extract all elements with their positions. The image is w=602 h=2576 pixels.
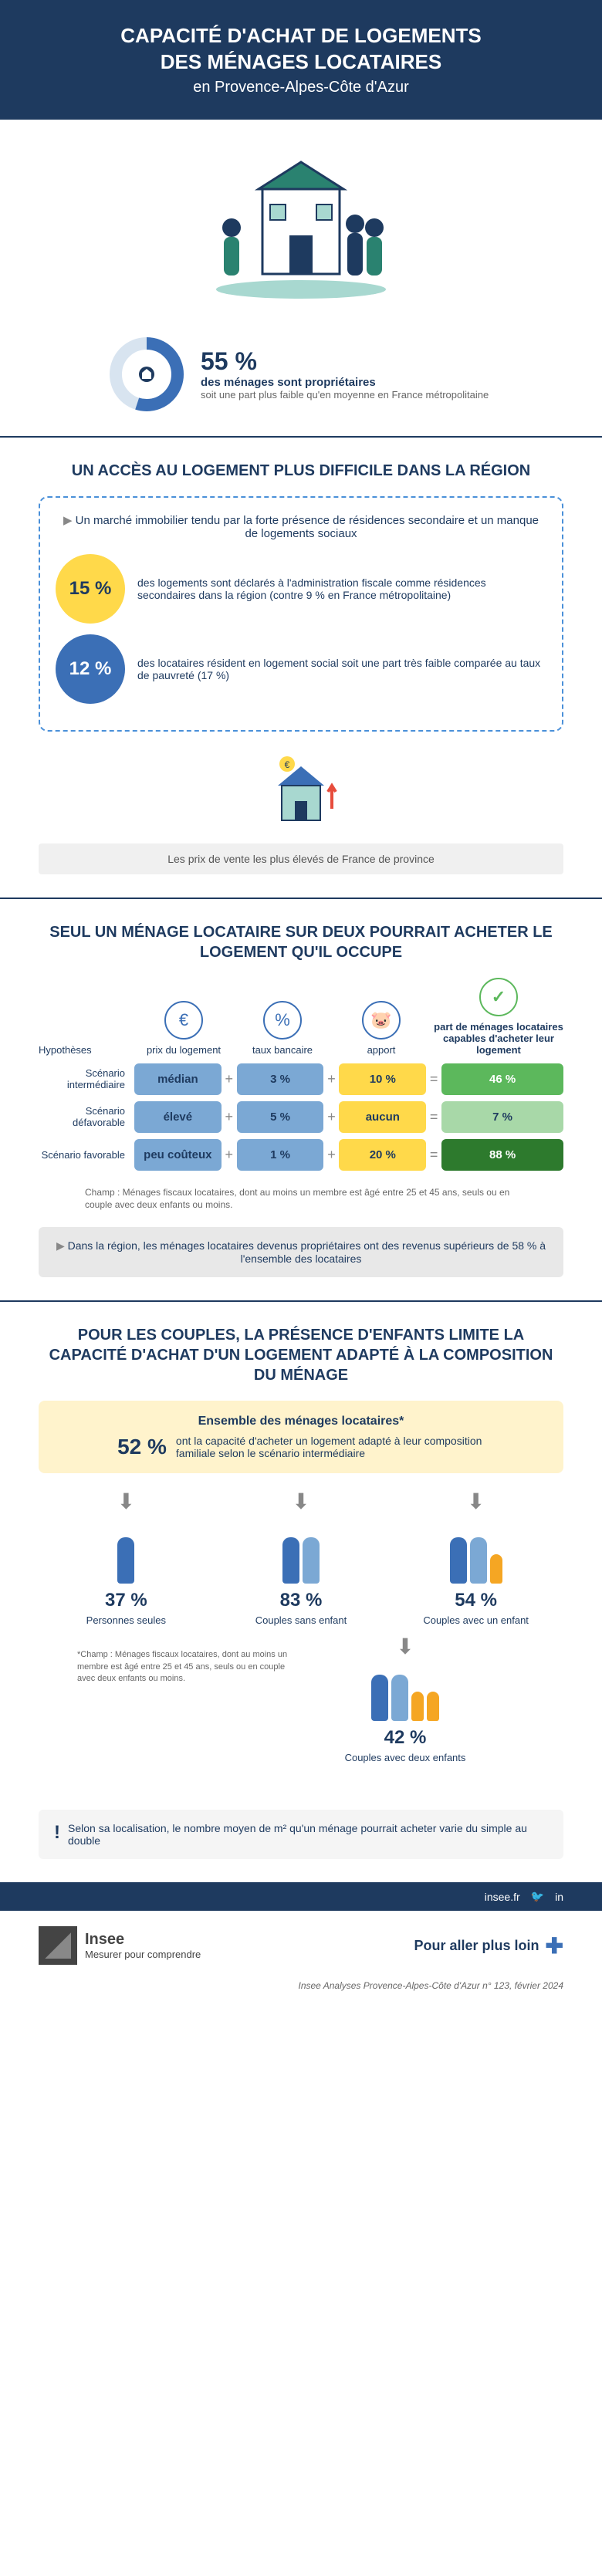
pill-apport: 10 %	[339, 1063, 426, 1095]
title-line2: DES MÉNAGES LOCATAIRES	[15, 49, 587, 76]
extra-pct: 42 %	[336, 1727, 475, 1749]
extra-label: Couples avec deux enfants	[336, 1752, 475, 1763]
family-cell-extra: 42 % Couples avec deux enfants	[336, 1659, 475, 1763]
site-link[interactable]: insee.fr	[485, 1891, 520, 1903]
pill-prix: médian	[134, 1063, 222, 1095]
fam-label: Personnes seules	[56, 1614, 195, 1626]
euro-icon: €	[164, 1001, 203, 1040]
family-icon	[56, 1522, 195, 1584]
owner-stat: 55 % des ménages sont propriétaires soit…	[39, 336, 563, 413]
hyp-label: Hypothèses	[39, 1044, 131, 1056]
house-check-icon: ✓	[479, 978, 518, 1016]
owner-pct: 55 %	[201, 347, 494, 376]
arrow-down-icon: ⬇	[292, 1489, 309, 1514]
box-text: ont la capacité d'acheter un logement ad…	[176, 1435, 485, 1459]
scenario-row: Scénario favorable peu coûteux+ 1 %+ 20 …	[39, 1139, 563, 1171]
source-line: Insee Analyses Provence-Alpes-Côte d'Azu…	[0, 1980, 602, 2014]
champ-note: Champ : Ménages fiscaux locataires, dont…	[85, 1186, 517, 1212]
footer-bottom: InseeMesurer pour comprendre Pour aller …	[0, 1911, 602, 1980]
plus-icon: ✚	[546, 1933, 563, 1959]
title-line1: CAPACITÉ D'ACHAT DE LOGEMENTS	[15, 23, 587, 49]
linkedin-icon[interactable]: in	[555, 1891, 563, 1903]
pill-apport: aucun	[339, 1101, 426, 1133]
fam-label: Couples sans enfant	[232, 1614, 370, 1626]
stat-residences-secondaires: 15 % des logements sont déclarés à l'adm…	[56, 554, 546, 624]
box-pct: 52 %	[117, 1435, 167, 1459]
hero-illustration	[39, 158, 563, 313]
owner-line2: soit une part plus faible qu'en moyenne …	[201, 389, 494, 401]
champ-note-2: *Champ : Ménages fiscaux locataires, don…	[77, 1649, 293, 1685]
scenario-label: Scénario favorable	[39, 1149, 131, 1161]
exclaim-icon: !	[54, 1822, 60, 1847]
header: CAPACITÉ D'ACHAT DE LOGEMENTS DES MÉNAGE…	[0, 0, 602, 120]
stat1-text: des logements sont déclarés à l'administ…	[137, 576, 546, 601]
col-apport: 🐷apport	[335, 1001, 428, 1056]
family-grid: 37 % Personnes seules 83 % Couples sans …	[39, 1522, 563, 1626]
stat2-pct: 12 %	[56, 634, 125, 704]
box-head: Ensemble des ménages locataires*	[52, 1415, 550, 1428]
donut-chart	[108, 336, 185, 413]
arrow-down-icon: ⬇	[117, 1489, 135, 1514]
family-icon	[407, 1522, 546, 1584]
pill-result: 46 %	[441, 1063, 563, 1095]
arrow-down-icon: ⬇	[293, 1634, 517, 1659]
percent-icon: %	[263, 1001, 302, 1040]
sec3-title: SEUL UN MÉNAGE LOCATAIRE SUR DEUX POURRA…	[39, 922, 563, 962]
scenario-row: Scénario défavorable élevé+ 5 %+ aucun= …	[39, 1101, 563, 1133]
scenario-table: Hypothèses €prix du logement %taux banca…	[39, 978, 563, 1171]
localisation-note: ! Selon sa localisation, le nombre moyen…	[39, 1810, 563, 1859]
col-prix: €prix du logement	[137, 1001, 230, 1056]
arrow-down-icon: ⬇	[467, 1489, 485, 1514]
stat2-text: des locataires résident en logement soci…	[137, 657, 546, 681]
dashed-box: Un marché immobilier tendu par la forte …	[39, 496, 563, 732]
twitter-icon[interactable]: 🐦	[531, 1890, 544, 1903]
subtitle: en Provence-Alpes-Côte d'Azur	[15, 79, 587, 96]
pill-result: 88 %	[441, 1139, 563, 1171]
price-caption: Les prix de vente les plus élevés de Fra…	[39, 843, 563, 874]
house-price-icon: €	[39, 755, 563, 836]
fam-pct: 37 %	[56, 1590, 195, 1611]
col-taux: %taux bancaire	[236, 1001, 329, 1056]
ensemble-box: Ensemble des ménages locataires* 52 % on…	[39, 1401, 563, 1473]
arrows-row: ⬇ ⬇ ⬇	[39, 1489, 563, 1514]
revenue-note: Dans la région, les ménages locataires d…	[39, 1227, 563, 1277]
insee-logo: InseeMesurer pour comprendre	[39, 1926, 201, 1965]
pill-apport: 20 %	[339, 1139, 426, 1171]
section-intro: 55 % des ménages sont propriétaires soit…	[0, 120, 602, 438]
pill-taux: 1 %	[237, 1139, 324, 1171]
fam-pct: 54 %	[407, 1590, 546, 1611]
piggybank-icon: 🐷	[362, 1001, 401, 1040]
family-cell: 37 % Personnes seules	[56, 1522, 195, 1626]
stat1-pct: 15 %	[56, 554, 125, 624]
family-icon	[232, 1522, 370, 1584]
col-result: ✓part de ménages locataires capables d'a…	[434, 978, 563, 1056]
pill-result: 7 %	[441, 1101, 563, 1133]
section-scenarios: SEUL UN MÉNAGE LOCATAIRE SUR DEUX POURRA…	[0, 899, 602, 1303]
sec4-title: POUR LES COUPLES, LA PRÉSENCE D'ENFANTS …	[39, 1325, 563, 1385]
svg-text:€: €	[285, 759, 290, 770]
fam-pct: 83 %	[232, 1590, 370, 1611]
sec2-intro: Un marché immobilier tendu par la forte …	[56, 513, 546, 540]
stat-logement-social: 12 % des locataires résident en logement…	[56, 634, 546, 704]
scenario-label: Scénario intermédiaire	[39, 1067, 131, 1090]
loc-text: Selon sa localisation, le nombre moyen d…	[68, 1822, 548, 1847]
section-access: UN ACCÈS AU LOGEMENT PLUS DIFFICILE DANS…	[0, 438, 602, 899]
scenario-row: Scénario intermédiaire médian+ 3 %+ 10 %…	[39, 1063, 563, 1095]
pill-prix: élevé	[134, 1101, 222, 1133]
family-cell: 83 % Couples sans enfant	[232, 1522, 370, 1626]
more-link[interactable]: Pour aller plus loin✚	[414, 1933, 564, 1959]
pill-taux: 5 %	[237, 1101, 324, 1133]
scenario-label: Scénario défavorable	[39, 1105, 131, 1128]
sec2-title: UN ACCÈS AU LOGEMENT PLUS DIFFICILE DANS…	[39, 461, 563, 481]
family-cell: 54 % Couples avec un enfant	[407, 1522, 546, 1626]
fam-label: Couples avec un enfant	[407, 1614, 546, 1626]
footer-bar: insee.fr 🐦 in	[0, 1882, 602, 1911]
section-families: POUR LES COUPLES, LA PRÉSENCE D'ENFANTS …	[0, 1302, 602, 1787]
pill-prix: peu coûteux	[134, 1139, 222, 1171]
pill-taux: 3 %	[237, 1063, 324, 1095]
owner-line1: des ménages sont propriétaires	[201, 376, 494, 389]
